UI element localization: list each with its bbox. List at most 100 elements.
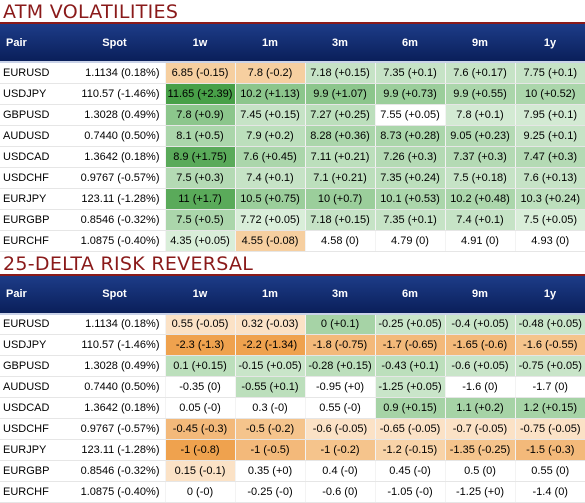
column-header: 1y	[515, 276, 585, 314]
tenor-value: -1.05 (-0)	[375, 482, 445, 503]
column-header: 6m	[375, 24, 445, 62]
currency-pair: USDCAD	[0, 146, 64, 167]
tenor-value: 9.25 (+0.1)	[515, 125, 585, 146]
tenor-value: 10.1 (+0.53)	[375, 188, 445, 209]
currency-pair: USDCHF	[0, 167, 64, 188]
tenor-value: -1.7 (0)	[515, 377, 585, 398]
tenor-value: 7.6 (+0.17)	[445, 62, 515, 83]
tenor-value: 7.5 (+0.18)	[445, 167, 515, 188]
tenor-value: 7.8 (+0.9)	[165, 104, 235, 125]
spot-rate: 0.9767 (-0.57%)	[64, 167, 165, 188]
tenor-value: -2.2 (-1.34)	[235, 335, 305, 356]
currency-pair: EURCHF	[0, 230, 64, 251]
tenor-value: 11.65 (+2.39)	[165, 83, 235, 104]
tenor-value: 10.3 (+0.24)	[515, 188, 585, 209]
tenor-value: 4.79 (0)	[375, 230, 445, 251]
tenor-value: 7.27 (+0.25)	[305, 104, 375, 125]
tenor-value: 4.55 (-0.08)	[235, 230, 305, 251]
spot-rate: 0.8546 (-0.32%)	[64, 461, 165, 482]
tenor-value: 0 (+0.1)	[305, 314, 375, 335]
tenor-value: -1.5 (-0.3)	[515, 440, 585, 461]
tenor-value: 7.35 (+0.24)	[375, 167, 445, 188]
tenor-value: -0.6 (+0.05)	[445, 356, 515, 377]
spot-rate: 123.11 (-1.28%)	[64, 188, 165, 209]
tenor-value: -0.28 (+0.15)	[305, 356, 375, 377]
tenor-value: -0.48 (+0.05)	[515, 314, 585, 335]
tenor-value: -1.25 (+0.05)	[375, 377, 445, 398]
tenor-value: -0.5 (-0.2)	[235, 419, 305, 440]
column-header: 6m	[375, 276, 445, 314]
tenor-value: 11 (+1.7)	[165, 188, 235, 209]
tenor-value: 0.3 (-0)	[235, 398, 305, 419]
tenor-value: 7.26 (+0.3)	[375, 146, 445, 167]
tenor-value: 4.35 (+0.05)	[165, 230, 235, 251]
tenor-value: -0.6 (-0.05)	[305, 419, 375, 440]
tenor-value: 10 (+0.7)	[305, 188, 375, 209]
column-header: 9m	[445, 24, 515, 62]
tenor-value: 8.73 (+0.28)	[375, 125, 445, 146]
spot-rate: 1.3642 (0.18%)	[64, 398, 165, 419]
spot-rate: 1.1134 (0.18%)	[64, 62, 165, 83]
tenor-value: 7.8 (+0.1)	[445, 104, 515, 125]
tenor-value: -0.65 (-0.05)	[375, 419, 445, 440]
spot-rate: 1.0875 (-0.40%)	[64, 482, 165, 503]
tenor-value: 7.18 (+0.15)	[305, 62, 375, 83]
column-header: 1m	[235, 276, 305, 314]
tenor-value: 7.5 (+0.5)	[165, 209, 235, 230]
tenor-value: -1.8 (-0.75)	[305, 335, 375, 356]
column-header: Pair	[0, 24, 64, 62]
tenor-value: 9.05 (+0.23)	[445, 125, 515, 146]
tenor-value: 10.2 (+1.13)	[235, 83, 305, 104]
tenor-value: 7.47 (+0.3)	[515, 146, 585, 167]
tenor-value: 4.58 (0)	[305, 230, 375, 251]
tenor-value: 0 (-0)	[165, 482, 235, 503]
currency-pair: GBPUSD	[0, 356, 64, 377]
tenor-value: -1 (-0.8)	[165, 440, 235, 461]
tenor-value: -0.35 (0)	[165, 377, 235, 398]
tenor-value: -0.15 (+0.05)	[235, 356, 305, 377]
tenor-value: 10.2 (+0.48)	[445, 188, 515, 209]
spot-rate: 0.8546 (-0.32%)	[64, 209, 165, 230]
currency-pair: USDCHF	[0, 419, 64, 440]
currency-pair: EURCHF	[0, 482, 64, 503]
column-header: Spot	[64, 276, 165, 314]
currency-pair: GBPUSD	[0, 104, 64, 125]
tenor-value: 0.15 (-0.1)	[165, 461, 235, 482]
tenor-value: -0.45 (-0.3)	[165, 419, 235, 440]
column-header: 3m	[305, 276, 375, 314]
tenor-value: -0.7 (-0.05)	[445, 419, 515, 440]
tenor-value: 10 (+0.52)	[515, 83, 585, 104]
tenor-value: -0.25 (+0.05)	[375, 314, 445, 335]
tenor-value: -1.4 (0)	[515, 482, 585, 503]
tenor-value: 7.37 (+0.3)	[445, 146, 515, 167]
tenor-value: 0.05 (-0)	[165, 398, 235, 419]
tenor-value: -1.6 (-0.55)	[515, 335, 585, 356]
tenor-value: 7.72 (+0.05)	[235, 209, 305, 230]
tenor-value: 7.6 (+0.13)	[515, 167, 585, 188]
column-header: 1m	[235, 24, 305, 62]
tenor-value: 0.55 (0)	[515, 461, 585, 482]
tenor-value: 4.91 (0)	[445, 230, 515, 251]
tenor-value: -1.2 (-0.15)	[375, 440, 445, 461]
tenor-value: 1.1 (+0.2)	[445, 398, 515, 419]
tenor-value: -0.43 (+0.1)	[375, 356, 445, 377]
tenor-value: -1.65 (-0.6)	[445, 335, 515, 356]
tenor-value: -1.7 (-0.65)	[375, 335, 445, 356]
tenor-value: 7.4 (+0.1)	[445, 209, 515, 230]
tenor-value: -1 (-0.5)	[235, 440, 305, 461]
currency-pair: AUDUSD	[0, 125, 64, 146]
tenor-value: 7.18 (+0.15)	[305, 209, 375, 230]
tenor-value: 7.45 (+0.15)	[235, 104, 305, 125]
